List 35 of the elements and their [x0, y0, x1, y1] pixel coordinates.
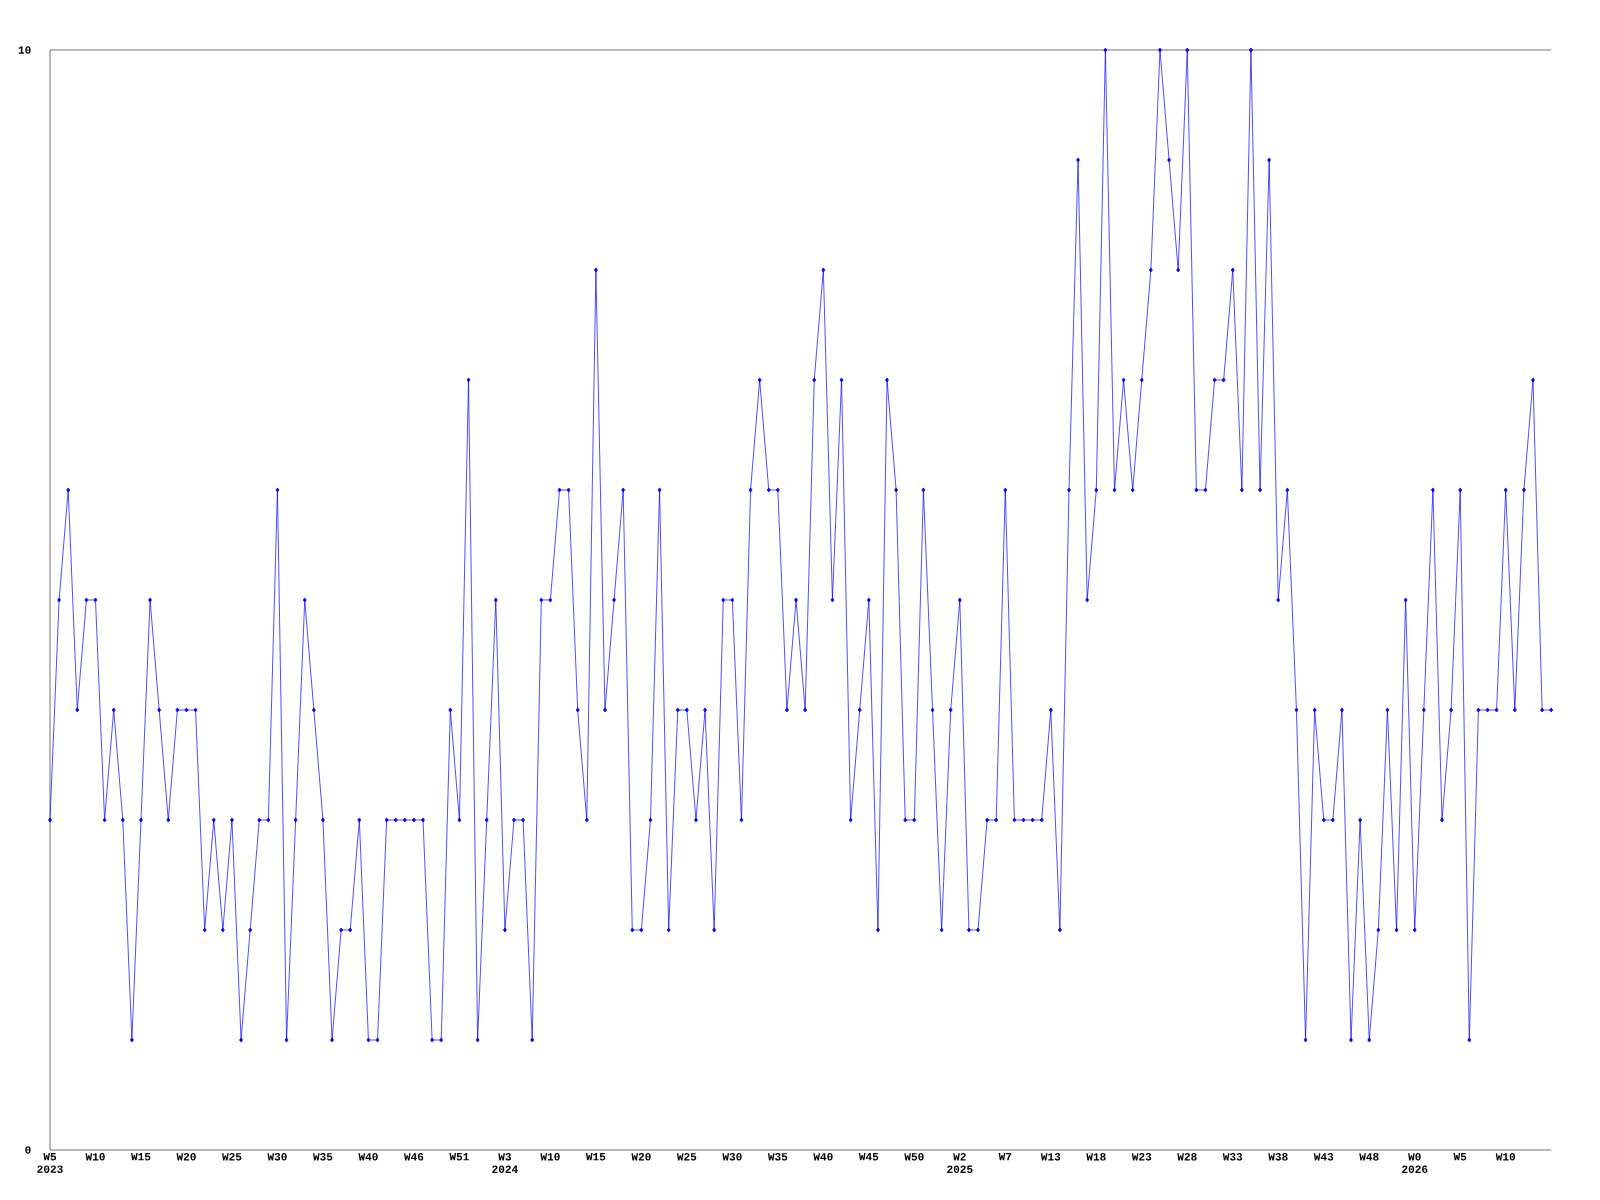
x-tick-label: W0 2026 [1402, 1153, 1428, 1174]
y-tick-label: 10 [18, 46, 31, 54]
x-tick-label: W10 [1495, 1153, 1516, 1161]
x-tick-label: W43 [1313, 1153, 1334, 1161]
x-tick-label: W2 2025 [947, 1153, 973, 1174]
x-tick-label: W46 [403, 1153, 424, 1161]
x-tick-label: W23 [1131, 1153, 1152, 1161]
x-tick-label: W7 [998, 1153, 1012, 1161]
x-tick-label: W48 [1359, 1153, 1379, 1161]
x-tick-label: W10 [85, 1153, 105, 1161]
x-tick-label: W3 2024 [492, 1153, 518, 1174]
x-tick-label: W25 [222, 1153, 242, 1161]
x-tick-label: W30 [722, 1153, 742, 1161]
x-tick-label: W30 [267, 1153, 287, 1161]
x-tick-label: W35 [767, 1153, 788, 1161]
x-tick-label: W50 [904, 1153, 924, 1161]
x-tick-label: W10 [540, 1153, 560, 1161]
x-tick-label: W33 [1222, 1153, 1243, 1161]
x-tick-label: W15 [585, 1153, 606, 1161]
x-tick-label: W13 [1040, 1153, 1061, 1161]
x-tick-label: W18 [1086, 1153, 1106, 1161]
x-tick-label: W51 [449, 1153, 469, 1161]
x-tick-label: W5 2023 [37, 1153, 63, 1173]
x-tick-label: W15 [131, 1153, 151, 1161]
x-tick-label: W5 [1453, 1153, 1467, 1161]
x-tick-label: W38 [1268, 1153, 1288, 1161]
y-tick-label: 0 [25, 1146, 31, 1154]
x-tick-label: W35 [312, 1153, 333, 1161]
x-tick-label: W20 [176, 1153, 196, 1161]
x-tick-label: W40 [358, 1153, 378, 1161]
x-tick-label: W25 [676, 1153, 697, 1161]
x-tick-label: W20 [631, 1153, 651, 1161]
x-tick-label: W45 [858, 1153, 879, 1161]
x-tick-label: W40 [813, 1153, 833, 1161]
x-tick-label: W28 [1177, 1153, 1197, 1161]
